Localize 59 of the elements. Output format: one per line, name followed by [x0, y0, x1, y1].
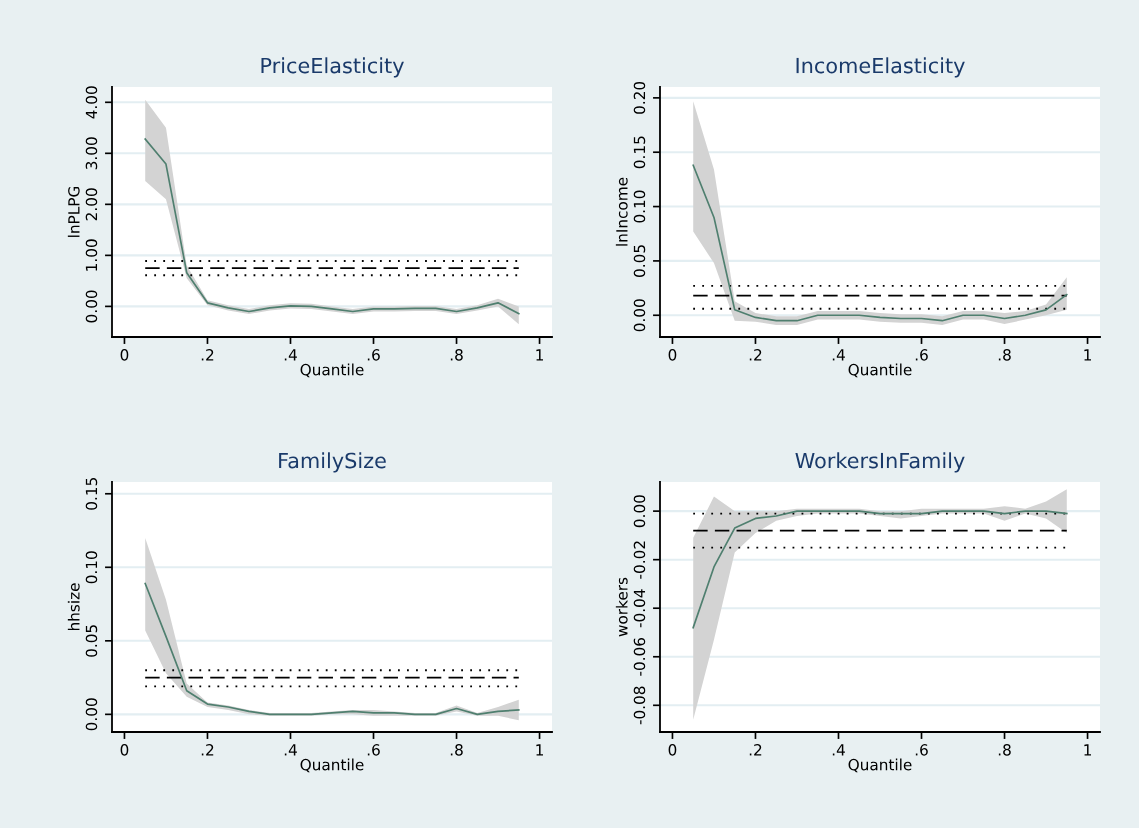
y-tick-label: 0.00	[85, 698, 98, 731]
x-tick-label: .4	[284, 349, 297, 361]
x-tick-label: .8	[998, 349, 1011, 361]
y-tick-label: 2.00	[85, 188, 98, 221]
x-tick-label: .2	[749, 744, 762, 756]
x-tick-label: 1	[1084, 744, 1091, 756]
y-tick-label: 0.05	[85, 625, 98, 657]
y-tick-label: -0.04	[633, 589, 646, 628]
chart-title: FamilySize	[279, 452, 386, 473]
y-tick-label: 0.00	[633, 495, 646, 528]
x-tick-label: .8	[998, 744, 1011, 756]
y-axis-title: lnPLPG	[67, 186, 80, 237]
x-tick-label: .4	[832, 349, 845, 361]
x-tick-label: .2	[201, 349, 214, 361]
chart-title: PriceElasticity	[261, 57, 404, 78]
y-tick-label: -0.02	[633, 541, 646, 579]
y-tick-label: 3.00	[85, 137, 98, 170]
x-tick-label: .2	[749, 349, 762, 361]
y-tick-label: 0.15	[85, 478, 98, 510]
x-tick-label: 1	[536, 744, 543, 756]
x-axis-title: Quantile	[300, 363, 364, 378]
x-tick-label: .8	[450, 349, 463, 361]
y-tick-label: -0.08	[633, 686, 646, 725]
y-tick-label: 1.00	[85, 239, 98, 271]
y-tick-label: 0.00	[85, 290, 98, 323]
y-tick-label: 0.15	[633, 136, 646, 169]
y-tick-label: 0.05	[633, 245, 646, 277]
x-tick-label: .6	[367, 349, 380, 361]
x-tick-label: 0	[120, 349, 129, 361]
y-axis-title: workers	[615, 577, 628, 637]
x-tick-label: .2	[201, 744, 214, 756]
y-tick-label: -0.06	[633, 637, 646, 676]
line-series	[692, 510, 1068, 629]
x-tick-label: .6	[367, 744, 380, 756]
x-axis-title: Quantile	[300, 758, 364, 773]
x-tick-label: 0	[120, 744, 129, 756]
y-tick-label: 0.10	[85, 551, 98, 584]
y-tick-label: 0.10	[633, 190, 646, 223]
chart-title: WorkersInFamily	[795, 452, 965, 473]
x-tick-label: .6	[915, 349, 928, 361]
x-axis-title: Quantile	[848, 758, 912, 773]
x-tick-label: 0	[668, 744, 677, 756]
line-series	[692, 164, 1068, 322]
y-tick-label: 0.00	[633, 299, 646, 332]
y-tick-label: 0.20	[633, 81, 646, 114]
x-tick-label: .4	[284, 744, 297, 756]
line-series	[144, 582, 520, 716]
x-tick-label: .4	[832, 744, 845, 756]
y-tick-label: 4.00	[85, 86, 98, 119]
x-tick-label: 1	[1084, 349, 1091, 361]
chart-title: IncomeElasticity	[796, 57, 965, 78]
y-axis-title: hhsize	[67, 583, 80, 631]
x-tick-label: .8	[450, 744, 463, 756]
x-tick-label: .6	[915, 744, 928, 756]
x-axis-title: Quantile	[848, 363, 912, 378]
line-series	[144, 138, 520, 315]
x-tick-label: 1	[536, 349, 543, 361]
y-axis-title: lnIncome	[615, 177, 628, 246]
x-tick-label: 0	[668, 349, 677, 361]
